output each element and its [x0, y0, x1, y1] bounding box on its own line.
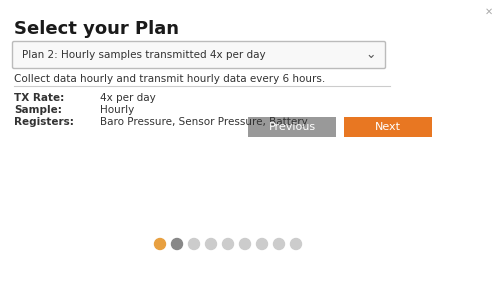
FancyBboxPatch shape: [344, 117, 432, 137]
Circle shape: [274, 239, 284, 250]
Text: ✕: ✕: [485, 7, 493, 17]
Circle shape: [240, 239, 250, 250]
Circle shape: [172, 239, 182, 250]
Text: Previous: Previous: [268, 122, 316, 132]
Circle shape: [206, 239, 216, 250]
Circle shape: [188, 239, 200, 250]
Text: Sample:: Sample:: [14, 105, 62, 115]
Text: Registers:: Registers:: [14, 117, 74, 127]
Circle shape: [222, 239, 234, 250]
FancyBboxPatch shape: [248, 117, 336, 137]
Text: Plan 2: Hourly samples transmitted 4x per day: Plan 2: Hourly samples transmitted 4x pe…: [22, 50, 266, 60]
Text: TX Rate:: TX Rate:: [14, 93, 64, 103]
Text: Collect data hourly and transmit hourly data every 6 hours.: Collect data hourly and transmit hourly …: [14, 74, 325, 84]
Text: 4x per day: 4x per day: [100, 93, 156, 103]
Text: Select your Plan: Select your Plan: [14, 20, 179, 38]
Text: Baro Pressure, Sensor Pressure, Battery: Baro Pressure, Sensor Pressure, Battery: [100, 117, 308, 127]
Circle shape: [290, 239, 302, 250]
FancyBboxPatch shape: [12, 41, 386, 69]
Text: ⌄: ⌄: [366, 49, 376, 61]
Text: Next: Next: [375, 122, 401, 132]
Circle shape: [154, 239, 166, 250]
Text: Hourly: Hourly: [100, 105, 134, 115]
Circle shape: [256, 239, 268, 250]
